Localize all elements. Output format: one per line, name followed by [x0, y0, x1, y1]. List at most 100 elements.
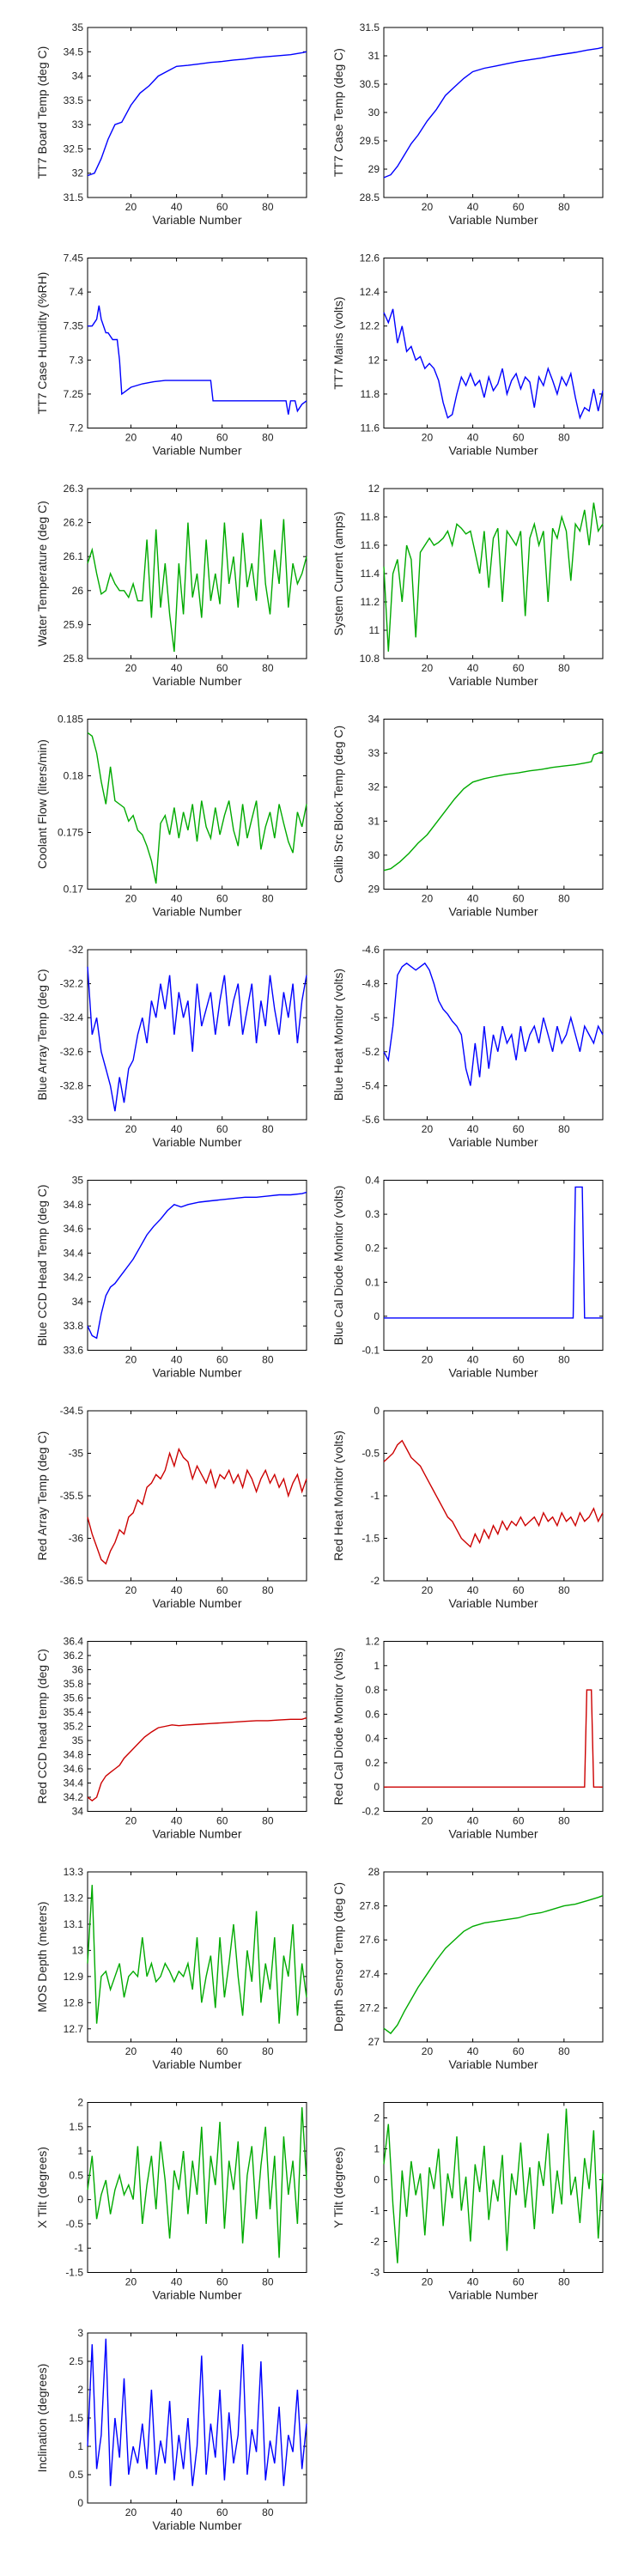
y-axis-label: Y Tilt (degrees): [331, 2147, 345, 2228]
x-tick-label: 80: [558, 1815, 570, 1827]
y-tick-label: -34.5: [60, 1405, 84, 1417]
y-tick-label: 0: [374, 1405, 380, 1417]
y-axis-label: TT7 Case Humidity (%RH): [35, 272, 49, 415]
x-tick-label: 60: [216, 2276, 228, 2288]
series-line: [383, 1895, 604, 2035]
y-tick-label: 27.8: [360, 1900, 380, 1912]
series-line: [87, 1191, 307, 1340]
x-tick-label: 40: [171, 2506, 183, 2518]
y-tick-label: -0.5: [65, 2218, 83, 2230]
series-line: [384, 1689, 603, 1788]
x-tick-label: 80: [558, 1584, 570, 1596]
y-tick-label: -5.6: [361, 1114, 380, 1126]
series-line: [383, 750, 604, 872]
x-axis-label: Variable Number: [152, 2518, 241, 2532]
y-axis-label: Blue Cal Diode Monitor (volts): [331, 1186, 345, 1346]
x-axis-label: Variable Number: [152, 444, 241, 458]
y-tick-label: 0.2: [365, 1242, 380, 1255]
x-axis-label: Variable Number: [152, 1135, 241, 1149]
x-axis-label: Variable Number: [448, 1135, 538, 1149]
y-tick-label: -2: [370, 1575, 380, 1587]
x-tick-label: 40: [467, 2045, 479, 2057]
x-tick-label: 60: [513, 2276, 525, 2288]
x-tick-label: 40: [171, 432, 183, 444]
x-tick-label: 80: [262, 2506, 274, 2518]
y-tick-label: 3: [77, 2327, 83, 2339]
y-tick-label: 0.8: [365, 1684, 380, 1696]
y-tick-label: -5.4: [361, 1079, 380, 1091]
y-tick-label: -5.2: [361, 1046, 380, 1058]
x-tick-label: 80: [558, 662, 570, 674]
x-tick-label: 80: [558, 1354, 570, 1366]
y-axis-label: MOS Depth (meters): [35, 1901, 49, 2012]
y-axis-label: TT7 Case Temp (deg C): [331, 48, 345, 177]
y-tick-label: 32: [72, 167, 84, 179]
x-axis-label: Variable Number: [448, 1366, 538, 1380]
plot-frame: [87, 2332, 307, 2504]
y-tick-label: 26.2: [64, 517, 84, 529]
y-tick-label: 34.5: [64, 46, 84, 58]
series-line: [383, 2108, 604, 2263]
x-tick-label: 40: [171, 2276, 183, 2288]
x-tick-label: 80: [262, 1584, 274, 1596]
y-tick-label: -5: [370, 1012, 380, 1024]
y-tick-label: 26: [72, 585, 84, 597]
plot-frame: [87, 949, 307, 1121]
y-tick-label: 29: [368, 163, 380, 175]
panel-21: 0 0.5 1 1.5 2 2.5 3 20 40 60 80 Variable Number Incl…: [35, 2327, 307, 2532]
y-tick-label: -4.6: [361, 944, 380, 956]
y-tick-label: 13: [72, 1944, 84, 1956]
y-tick-label: 33.5: [64, 94, 84, 106]
x-axis-label: Variable Number: [448, 213, 538, 227]
y-tick-label: 28: [368, 1866, 380, 1878]
x-tick-label: 20: [422, 1815, 434, 1827]
panel-6: 10.8 11 11.2 11.4 11.6 11.8 12 20 40 60 80 Variable…: [331, 483, 604, 688]
y-tick-label: 32: [368, 781, 380, 793]
y-tick-label: 1.5: [69, 2412, 83, 2424]
y-axis-label: Red Cal Diode Monitor (volts): [331, 1648, 345, 1806]
x-tick-label: 80: [558, 201, 570, 213]
x-tick-label: 40: [467, 893, 479, 905]
y-tick-label: 1: [374, 1660, 380, 1672]
y-tick-label: 1: [77, 2440, 83, 2452]
y-tick-label: 12: [368, 483, 380, 495]
x-tick-label: 60: [216, 1354, 228, 1366]
series-line: [87, 1716, 307, 1801]
y-axis-label: Calib Src Block Temp (deg C): [331, 726, 345, 883]
y-tick-label: 11.4: [361, 568, 380, 580]
x-tick-label: 20: [125, 893, 137, 905]
panel-15: 34 34.2 34.4 34.6 34.8 35 35.2 35.4 35.6 35.8 36 36…: [35, 1636, 307, 1841]
y-tick-label: 7.2: [69, 422, 83, 434]
x-tick-label: 80: [262, 1354, 274, 1366]
series-line: [88, 305, 307, 415]
x-tick-label: 40: [467, 1815, 479, 1827]
plot-frame: [87, 27, 307, 198]
y-tick-label: -0.5: [361, 1448, 380, 1460]
y-tick-label: 0.17: [64, 884, 84, 896]
y-tick-label: 1.2: [365, 1636, 380, 1648]
y-tick-label: -35: [69, 1448, 84, 1460]
y-tick-label: 12.8: [64, 1996, 84, 2008]
x-tick-label: 80: [262, 893, 274, 905]
y-tick-label: 34.6: [64, 1763, 84, 1775]
x-tick-label: 80: [262, 2276, 274, 2288]
plot-frame: [87, 488, 307, 659]
y-axis-label: Red CCD head temp (deg C): [35, 1649, 49, 1804]
panel-5: 25.8 25.9 26 26.1 26.2 26.3 20 40 60 80 Variable N…: [35, 483, 307, 688]
y-tick-label: 12.2: [360, 320, 380, 332]
y-axis-label: Water Temperature (deg C): [35, 501, 49, 647]
panel-11: 33.6 33.8 34 34.2 34.4 34.6 34.8 35 20 40 60 80 Vari…: [35, 1175, 307, 1380]
y-tick-label: 35: [72, 21, 84, 33]
y-tick-label: 35.6: [64, 1692, 84, 1704]
x-tick-label: 60: [513, 432, 525, 444]
x-axis-label: Variable Number: [152, 674, 241, 688]
y-tick-label: -1: [370, 1490, 380, 1502]
y-tick-label: 11.2: [361, 596, 380, 608]
x-axis-label: Variable Number: [152, 905, 241, 919]
x-tick-label: 60: [216, 2506, 228, 2518]
y-tick-label: 33: [368, 747, 380, 759]
y-tick-label: 0.6: [365, 1708, 380, 1720]
y-tick-label: 13.1: [64, 1918, 84, 1930]
y-tick-label: 31.5: [360, 21, 380, 33]
y-tick-label: -1.5: [65, 2267, 83, 2279]
